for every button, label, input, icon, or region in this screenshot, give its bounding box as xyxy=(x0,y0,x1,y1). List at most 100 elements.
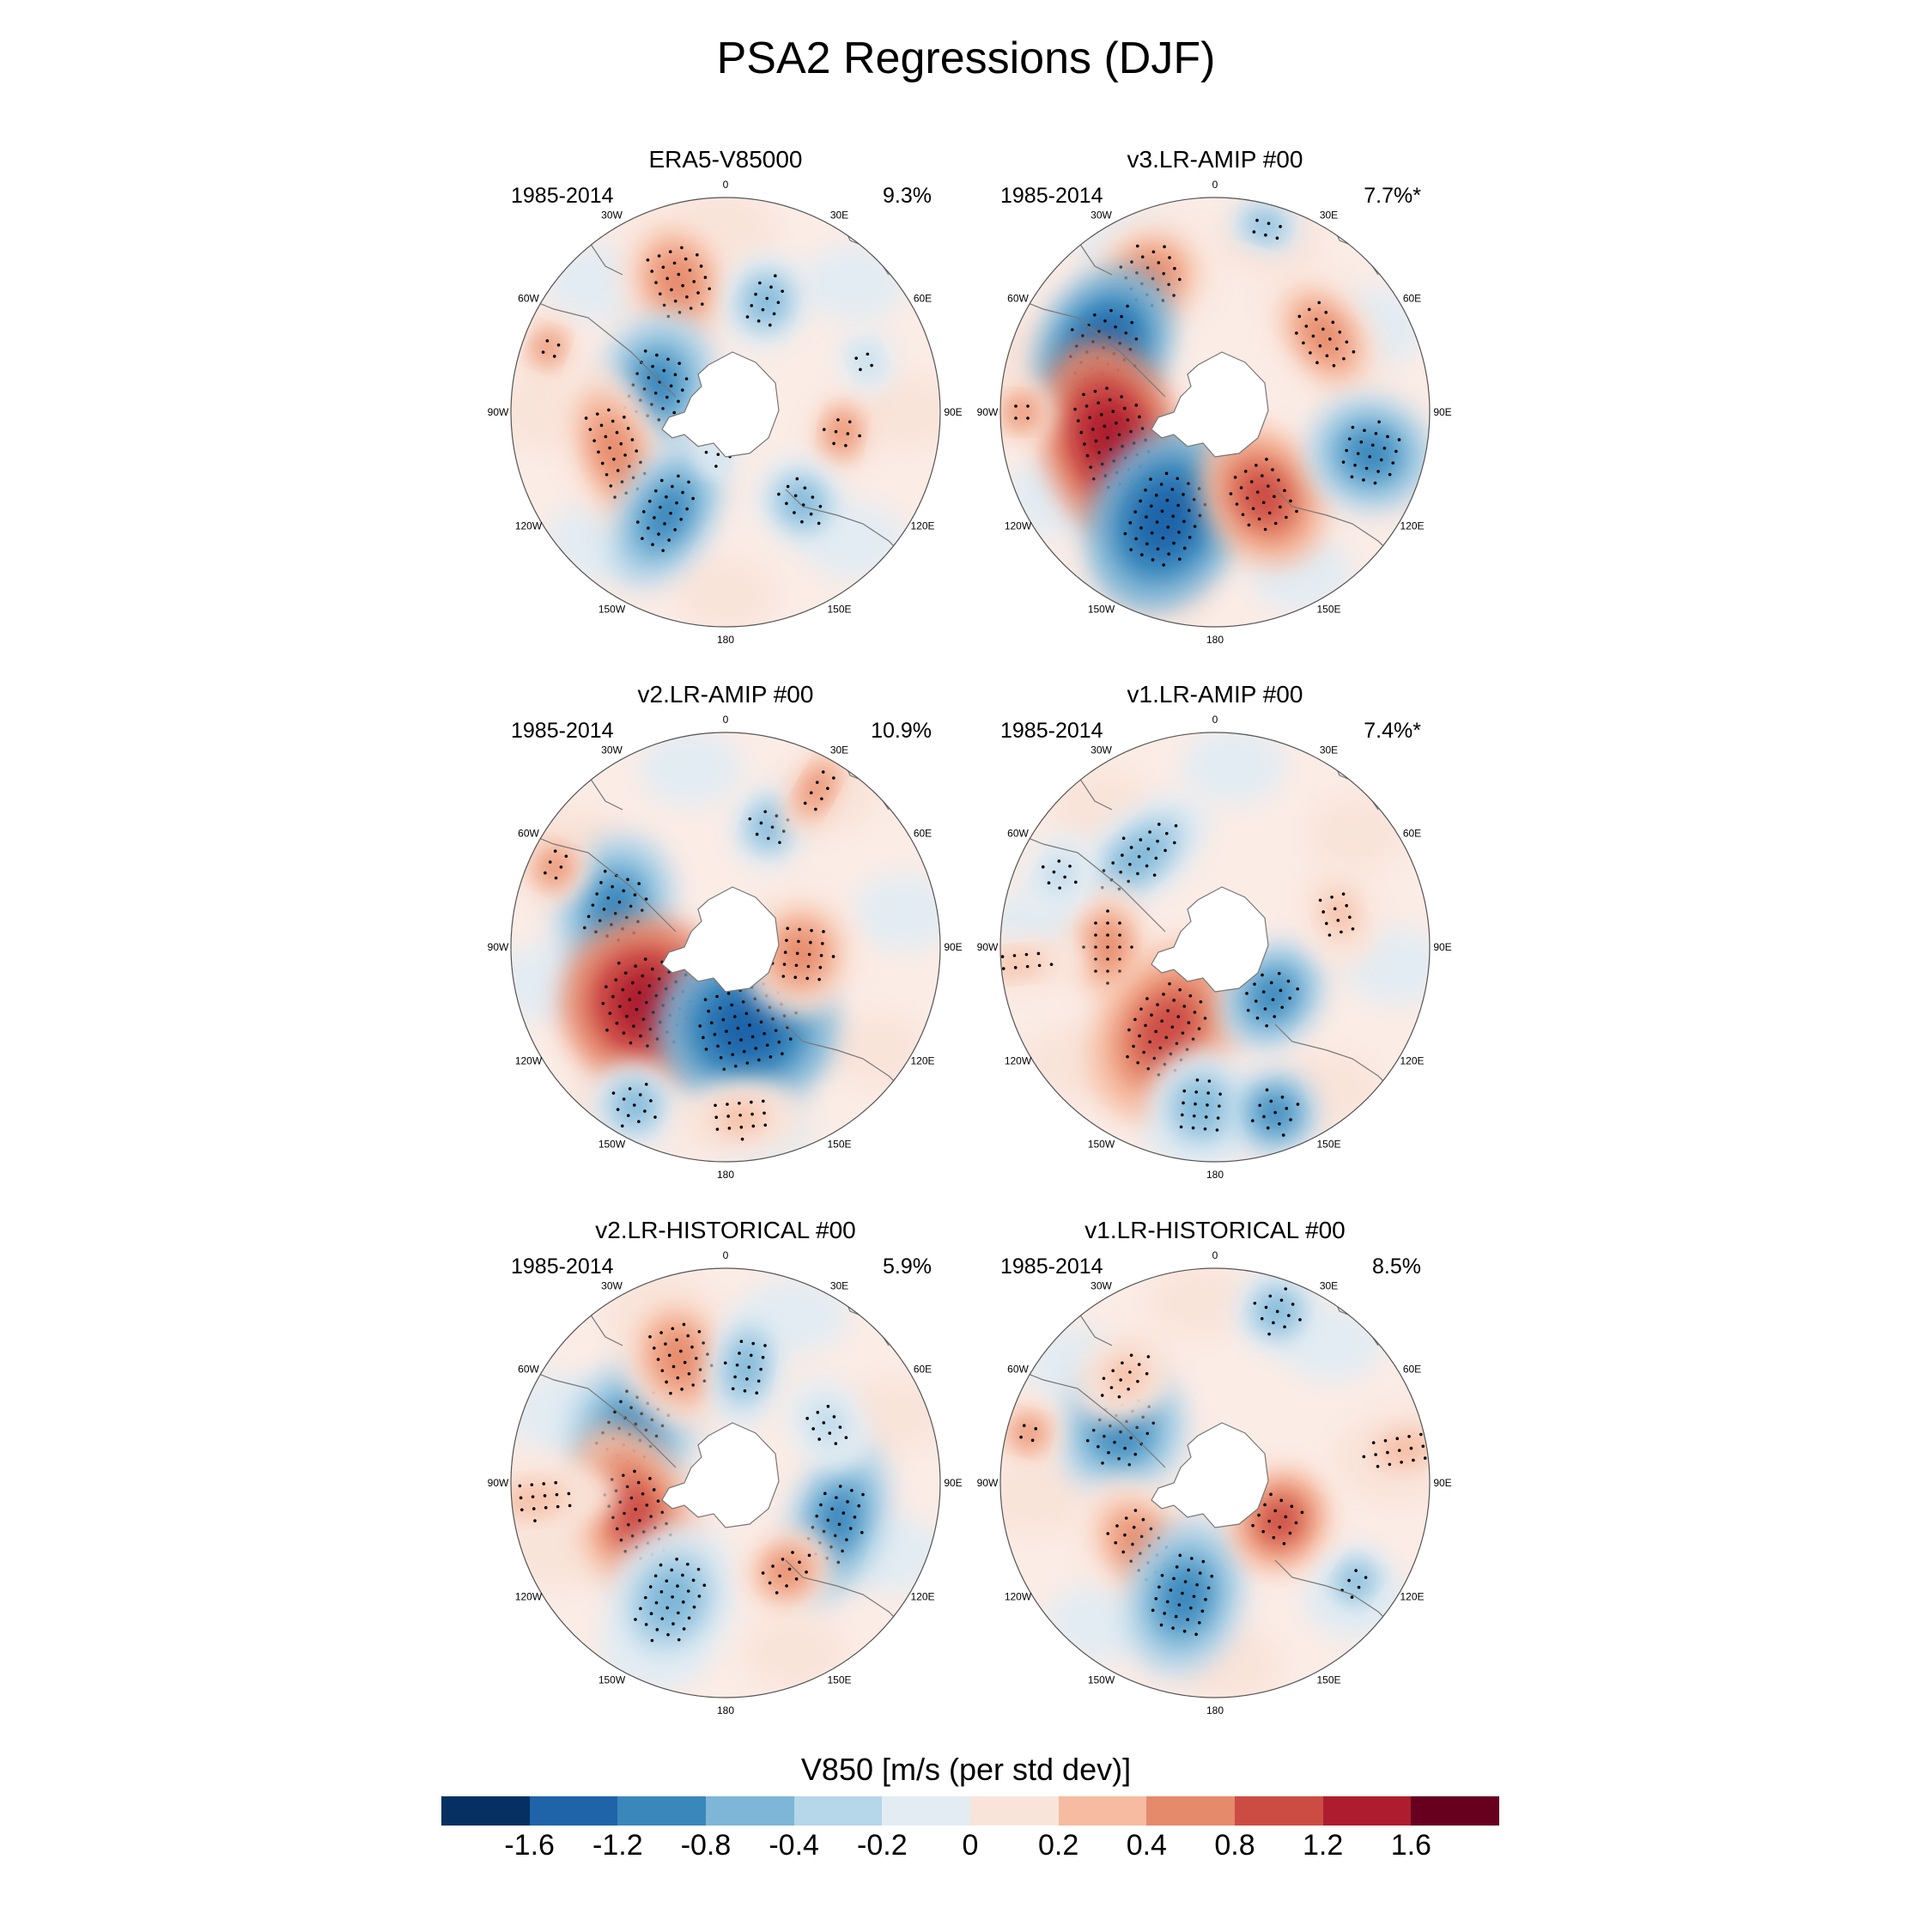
stipple-dot xyxy=(598,919,602,922)
stipple-dot xyxy=(1376,1464,1380,1468)
nz-coast xyxy=(1274,489,1396,559)
stipple-dot xyxy=(1123,1533,1127,1537)
stipple-dot xyxy=(1130,320,1134,325)
stipple-dot xyxy=(857,1504,861,1508)
stipple-dot xyxy=(774,274,777,277)
stipple-dot xyxy=(1108,398,1112,402)
stipple-dot xyxy=(1412,1458,1415,1462)
stipple-dot xyxy=(1182,1005,1187,1008)
stipple-dot xyxy=(641,1492,645,1496)
stipple-dot xyxy=(727,1041,732,1045)
stipple-dot xyxy=(716,453,720,457)
stipple-dot xyxy=(826,1518,830,1522)
stipple-dot xyxy=(772,312,776,316)
polar-map-v2-amip: 0 30E 60E 90E 120E 150E 180 150W 120W 90W 60W 30W xyxy=(488,715,963,1179)
stipple-dot xyxy=(755,1391,759,1395)
stipple-dot xyxy=(722,1067,726,1072)
anomaly-core xyxy=(1135,994,1198,1067)
stipple-dot xyxy=(1154,1030,1157,1034)
stipple-dot xyxy=(682,1322,686,1327)
longitude-label: 30W xyxy=(601,1280,623,1292)
stipple-dot xyxy=(633,1469,636,1473)
stipple-dot xyxy=(748,817,752,821)
stipple-dot xyxy=(627,1522,630,1527)
stipple-dot xyxy=(1160,1019,1163,1023)
stipple-dot xyxy=(657,532,660,536)
stipple-dot xyxy=(721,1018,726,1022)
stipple-dot xyxy=(1162,271,1166,276)
stipple-dot xyxy=(698,1024,702,1028)
significance-stipple xyxy=(634,1557,707,1643)
longitude-label: 90W xyxy=(488,1477,509,1489)
stipple-dot xyxy=(753,997,757,1000)
antarctica-coastline xyxy=(661,1422,780,1528)
stipple-dot xyxy=(761,307,765,312)
stipple-dot xyxy=(870,363,873,368)
stipple-dot xyxy=(653,489,658,493)
colorbar-box xyxy=(882,1796,971,1826)
stipple-dot xyxy=(1163,1612,1166,1615)
anomaly-core xyxy=(511,1484,568,1516)
stipple-dot xyxy=(1278,1121,1281,1126)
stipple-dot xyxy=(1172,841,1176,845)
stipple-dot xyxy=(853,1516,857,1519)
stipple-dot xyxy=(820,942,824,945)
stipple-dot xyxy=(817,1437,821,1441)
stipple-dot xyxy=(740,1137,744,1141)
stipple-dot xyxy=(1194,1102,1197,1106)
stipple-dot xyxy=(750,1035,755,1039)
stipple-dot xyxy=(1206,1091,1210,1095)
stipple-dot xyxy=(634,1618,637,1621)
stipple-dot xyxy=(602,908,606,911)
stipple-dot xyxy=(1014,404,1018,408)
stipple-dot xyxy=(1218,1104,1221,1108)
stipple-dot xyxy=(1252,230,1256,234)
stipple-dot xyxy=(819,1503,823,1507)
longitude-label: 90E xyxy=(1433,406,1451,418)
stipple-dot xyxy=(778,841,781,844)
stipple-dot xyxy=(683,1360,687,1364)
panel-v2-historical: v2.LR-HISTORICAL #00 1985-2014 5.9% 0 30E… xyxy=(459,1217,992,1715)
stipple-dot xyxy=(641,1530,646,1534)
background-band xyxy=(742,1613,846,1692)
stipple-dot xyxy=(1070,328,1074,331)
stipple-dot xyxy=(676,1376,680,1380)
stipple-dot xyxy=(659,1590,664,1594)
background-band xyxy=(856,374,940,451)
stipple-dot xyxy=(1172,294,1176,297)
stipple-dot xyxy=(626,878,629,882)
stipple-dot xyxy=(1386,434,1389,439)
panel-variance-percent: 10.9% xyxy=(871,719,932,743)
significance-stipple xyxy=(822,418,861,447)
stipple-dot xyxy=(639,1607,642,1611)
stipple-dot xyxy=(739,1038,743,1042)
stipple-dot xyxy=(649,1515,653,1518)
stipple-dot xyxy=(838,1485,842,1488)
stipple-dot xyxy=(699,264,703,268)
stipple-dot xyxy=(655,1628,659,1631)
stipple-dot xyxy=(733,1375,737,1379)
stipple-dot xyxy=(775,814,779,817)
stipple-dot xyxy=(1261,990,1266,993)
stipple-dot xyxy=(1271,468,1274,471)
stipple-dot xyxy=(608,446,611,450)
stipple-dot xyxy=(1368,455,1372,459)
stipple-dot xyxy=(603,869,607,873)
stipple-dot xyxy=(1257,1513,1261,1517)
map-content xyxy=(1000,1268,1430,1698)
stipple-dot xyxy=(696,1567,701,1571)
stipple-dot xyxy=(1076,419,1080,422)
stipple-dot xyxy=(702,1036,705,1040)
longitude-label: 0 xyxy=(1212,180,1218,191)
stipple-dot xyxy=(755,832,759,836)
stipple-dot xyxy=(703,276,708,279)
stipple-dot xyxy=(1235,502,1239,506)
panel-period: 1985-2014 xyxy=(511,184,614,208)
stipple-dot xyxy=(781,289,784,293)
stipple-dot xyxy=(641,537,644,540)
stipple-dot xyxy=(1295,509,1298,513)
stipple-dot xyxy=(1186,1618,1190,1621)
stipple-dot xyxy=(634,964,638,968)
stipple-dot xyxy=(625,915,629,920)
stipple-dot xyxy=(665,495,668,499)
